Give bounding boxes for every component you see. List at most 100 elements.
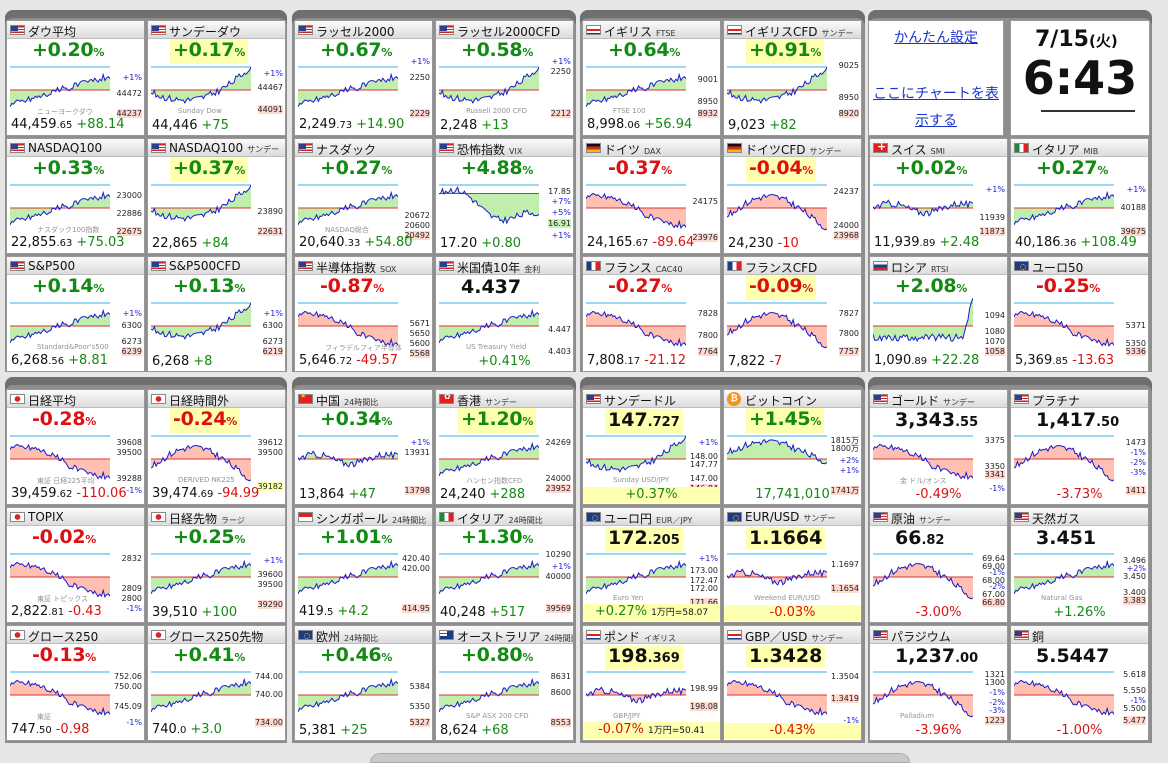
current-value: 3.451 [1033, 527, 1099, 549]
market-tile[interactable]: グロース250 -0.13% 752.06 750.00 745.09 -1% 東証 747.… [6, 625, 145, 741]
market-subtitle: サンデー [811, 634, 844, 643]
change-percent-value: -0.28 [32, 408, 86, 430]
market-tile[interactable]: フランス CAC40 -0.27% 7828 7800 7764 7,808.17 -21.1… [582, 256, 721, 372]
axis-tick-label: 24269 [545, 438, 571, 447]
axis-tick-label: -1% [1130, 448, 1146, 457]
market-tile[interactable]: イギリスCFD サンデー +0.91% 9025 8950 8920 9,023 +82 [723, 20, 862, 136]
market-tile[interactable]: ロシア RTSI +2.08% 1094 1080 1070 1058 1,090.89 +22… [869, 256, 1008, 372]
percent-sign: % [810, 46, 822, 59]
axis-tick-label: 44472 [116, 89, 142, 98]
show-chart-link[interactable]: ここにチャートを表示する [873, 86, 999, 129]
market-tile[interactable]: EUR/USD サンデー 1.1664 1.1697 1.1654 Weekend EUR… [723, 507, 862, 623]
market-tile[interactable]: 欧州 24時間比 +0.46% 5384 5350 5327 5,381 +25 [294, 625, 433, 741]
market-tile[interactable]: 米国債10年 金利 4.437 4.447 4.403 US Treasury Yield… [435, 256, 574, 372]
market-tile[interactable]: シンガポール 24時間比 +1.01% 420.40 420.00 414.95 419.5… [294, 507, 433, 623]
axis-tick-label: 23952 [545, 484, 571, 493]
market-tile[interactable]: イギリス FTSE +0.64% 9001 8950 8932 FTSE 100 8,998.… [582, 20, 721, 136]
percent-sign: % [956, 164, 968, 177]
tile-header: パラジウム [870, 626, 1007, 644]
axis-tick-label: 734.00 [255, 718, 283, 727]
market-tile[interactable]: ドイツCFD サンデー -0.04% 24237 24000 23968 24,230 -10 [723, 138, 862, 254]
price-int: 5,369 [1015, 353, 1053, 368]
axis-tick-label: 23968 [833, 231, 859, 240]
percent-sign: % [93, 46, 105, 59]
market-tile[interactable]: S&P500 +0.14% +1% 6300 6273 6239 Standard&Poor… [6, 256, 145, 372]
current-value: 3,343.55 [892, 409, 981, 434]
market-subtitle: CAC40 [655, 265, 683, 274]
tile-header: ポンド イギリス [583, 626, 720, 644]
market-tile[interactable]: サンデーダウ +0.17% +1% 44467 44091 Sunday Dow 44,44… [147, 20, 286, 136]
change-percent: +0.64% [605, 39, 683, 64]
mini-chart [586, 302, 686, 348]
market-tile[interactable]: イタリア 24時間比 +1.30% 10290 +1% 40000 39569 40,248 +… [435, 507, 574, 623]
market-tile[interactable]: GBP／USD サンデー 1.3428 1.3504 1.3419 -1% -0.43% [723, 625, 862, 741]
price-line [586, 686, 686, 704]
market-tile[interactable]: 銅 5.5447 5.618 5.550 -1% 5.500 5.477 -1.00% [1010, 625, 1149, 741]
market-tile[interactable]: パラジウム 1,237.00 1321 1300 -1% -2% -3% 1223 Pallad… [869, 625, 1008, 741]
axis-tick-label: 5.477 [1123, 716, 1146, 725]
price-int: 740 [152, 722, 177, 737]
market-tile[interactable]: グロース250先物 +0.41% 744.00 740.00 734.00 740.0 +3… [147, 625, 286, 741]
market-tile[interactable]: サンデードル147.727+1%148.00147.77147.00146.84… [582, 389, 721, 505]
price-row: 11,939.89 +2.48 [874, 235, 979, 252]
market-tile[interactable]: 恐怖指数 VIX +4.88% 17.85 +7% +5% 16.91 +1% 17.20 +0.… [435, 138, 574, 254]
mini-chart [298, 302, 398, 348]
market-tile[interactable]: 日経平均 -0.28% 39608 39500 39288 -1% 東証 日経225平均 39… [6, 389, 145, 505]
chart-area [727, 439, 827, 464]
market-tile[interactable]: ユーロ50 -0.25% 5371 5350 5336 5,369.85 -13.63 [1010, 256, 1149, 372]
axis-tick-label: 7764 [697, 347, 718, 356]
chart-area [1014, 445, 1114, 481]
market-name-text: イタリア [1032, 143, 1080, 157]
market-tile[interactable]: ドイツ DAX -0.37% 24175 23976 24,165.67 -89.64 [582, 138, 721, 254]
market-tile[interactable]: ₿ ビットコイン +1.45% 1815万 1800万 +2% +1% 1741万 17,741… [723, 389, 862, 505]
tile-header: S&P500CFD [148, 257, 285, 275]
flag-icon-fr [586, 261, 601, 271]
chart-watermark: 東証 日経225平均 [37, 477, 95, 485]
easy-settings-link[interactable]: かんたん設定 [894, 30, 978, 46]
market-tile[interactable]: ポンド イギリス 198.369 198.99 198.08 GBP/JPY -0.07% 1… [582, 625, 721, 741]
market-tile[interactable]: S&P500CFD +0.13% +1% 6300 6273 6219 6,268 +8 [147, 256, 286, 372]
market-name: オーストラリア24時間比 [457, 628, 573, 643]
mini-chart [10, 435, 110, 481]
market-subtitle: 24時間比 [544, 634, 573, 643]
price-dec: .0 [176, 725, 187, 736]
market-name: 半導体指数 SOX [316, 259, 396, 274]
percent-sign: % [669, 46, 681, 59]
market-tile[interactable]: ラッセル2000 +0.67% +1% 2250 2229 2,249.73 +14.90 [294, 20, 433, 136]
price-line [151, 677, 251, 713]
market-tile[interactable]: NASDAQ100 +0.33% 23000 22886 22675 ナスダック100指数… [6, 138, 145, 254]
market-tile[interactable]: イタリア MIB +0.27% +1% 40188 39675 40,186.36 +108.… [1010, 138, 1149, 254]
market-tile[interactable]: ラッセル2000CFD +0.58% +1% 2250 2212 Russell 2000… [435, 20, 574, 136]
axis-tick-label: 39500 [116, 448, 142, 457]
current-value-int: 66 [895, 527, 922, 549]
change-percent: +0.34% [317, 408, 395, 433]
market-tile[interactable]: ダウ平均 +0.20% +1% 44472 44237 ニューヨークダウ 44,459.65… [6, 20, 145, 136]
market-tile[interactable]: ユーロ円 EUR／JPY 172.205 +1% 173.00 172.47 172.00 1… [582, 507, 721, 623]
percent-sign: % [802, 282, 813, 295]
market-tile[interactable]: 日経時間外 -0.24% 39612 39500 39182 DERIVED NK225 3… [147, 389, 286, 505]
market-tile[interactable]: ゴールド サンデー 3,343.55 3375 3350 3341 -1% 金 ドル/オンス -… [869, 389, 1008, 505]
market-name: イタリア MIB [1032, 141, 1098, 157]
market-tile[interactable]: プラチナ 1,417.50 1473 -1% -2% -3% 1411 -3.73% [1010, 389, 1149, 505]
change-percent-value: -0.25 [1036, 275, 1090, 297]
market-tile[interactable]: 原油 サンデー 66.82 69.64 69.00 -1% 68.00 -2% 67.00 66.… [869, 507, 1008, 623]
page-tab-strip[interactable] [370, 753, 910, 763]
market-tile[interactable]: 天然ガス 3.451 3.496 +2% 3.450 3.400 3.383 Natural … [1010, 507, 1149, 623]
market-tile[interactable]: ナスダック +0.27% 20672 20600 20492 NASDAQ総合 20,640… [294, 138, 433, 254]
market-tile[interactable]: 半導体指数 SOX -0.87% 5671 5650 5600 5568 フィラデルフィア半導… [294, 256, 433, 372]
market-name: 日経先物 ラージ [169, 510, 245, 525]
market-tile[interactable]: 日経先物 ラージ +0.25% +1% 39600 39500 39290 39,510 +10… [147, 507, 286, 623]
mini-chart [1014, 184, 1114, 226]
market-tile[interactable]: NASDAQ100 サンデー +0.37% 23890 22631 22,865 +84 [147, 138, 286, 254]
flag-icon-us [10, 143, 25, 153]
change-percent: +0.91% [746, 39, 825, 64]
market-tile[interactable]: フランスCFD -0.09% 7827 7800 7757 7,822 -7 [723, 256, 862, 372]
current-value: 4.437 [458, 276, 524, 298]
price-row: 6,268 +8 [152, 354, 212, 370]
mini-chart [439, 435, 539, 477]
market-tile[interactable]: TOPIX -0.02% 2832 2809 2800 -1% 東証 トピックス 2,822.… [6, 507, 145, 623]
